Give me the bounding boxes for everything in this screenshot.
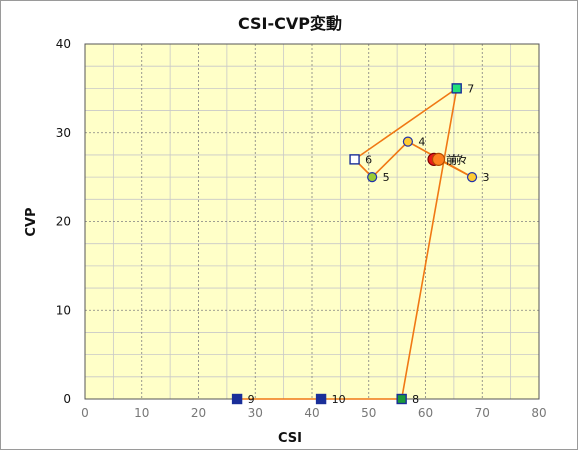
point-marker: [315, 393, 327, 405]
point-marker: [402, 136, 414, 147]
point-label: 3: [483, 171, 490, 184]
x-tick-label: 70: [475, 406, 490, 420]
y-tick-label: 20: [56, 215, 71, 229]
point-marker: [396, 393, 407, 405]
x-axis-label: CSI: [278, 431, 302, 446]
x-tick-label: 10: [134, 406, 149, 420]
chart-title: CSI-CVP変動: [238, 14, 342, 33]
x-tick-label: 0: [81, 406, 89, 420]
y-tick-label: 30: [56, 126, 71, 140]
point-label: 7: [467, 82, 474, 95]
x-tick-label: 40: [304, 406, 319, 420]
point-marker: [451, 83, 462, 94]
point-label: 前々: [446, 152, 468, 166]
point-label: 6: [365, 153, 372, 166]
point-label: 8: [412, 393, 419, 406]
x-tick-label: 80: [531, 406, 546, 420]
point-marker: [431, 152, 446, 166]
point-label: 前: [451, 152, 462, 166]
x-tick-label: 30: [248, 406, 263, 420]
point-marker: [367, 172, 378, 183]
point-marker: [231, 393, 243, 405]
x-tick-label: 20: [191, 406, 206, 420]
plot-area: 0 10 20 30 40 0 10 20 30 40 50 60 70 80 前々前 3 4 56 7 8 9 10: [56, 37, 547, 420]
y-axis-label: CVP: [24, 207, 39, 236]
y-tick-label: 10: [56, 303, 71, 317]
point-label: 10: [332, 393, 346, 406]
point-marker: [349, 154, 360, 165]
point-label: 4: [418, 136, 425, 149]
point-marker: [466, 172, 478, 183]
y-tick-label: 0: [63, 392, 71, 406]
x-tick-label: 60: [418, 406, 433, 420]
point-label: 9: [248, 393, 255, 406]
x-tick-label: 50: [361, 406, 376, 420]
point-label: 5: [383, 171, 390, 184]
y-tick-label: 40: [56, 37, 71, 51]
